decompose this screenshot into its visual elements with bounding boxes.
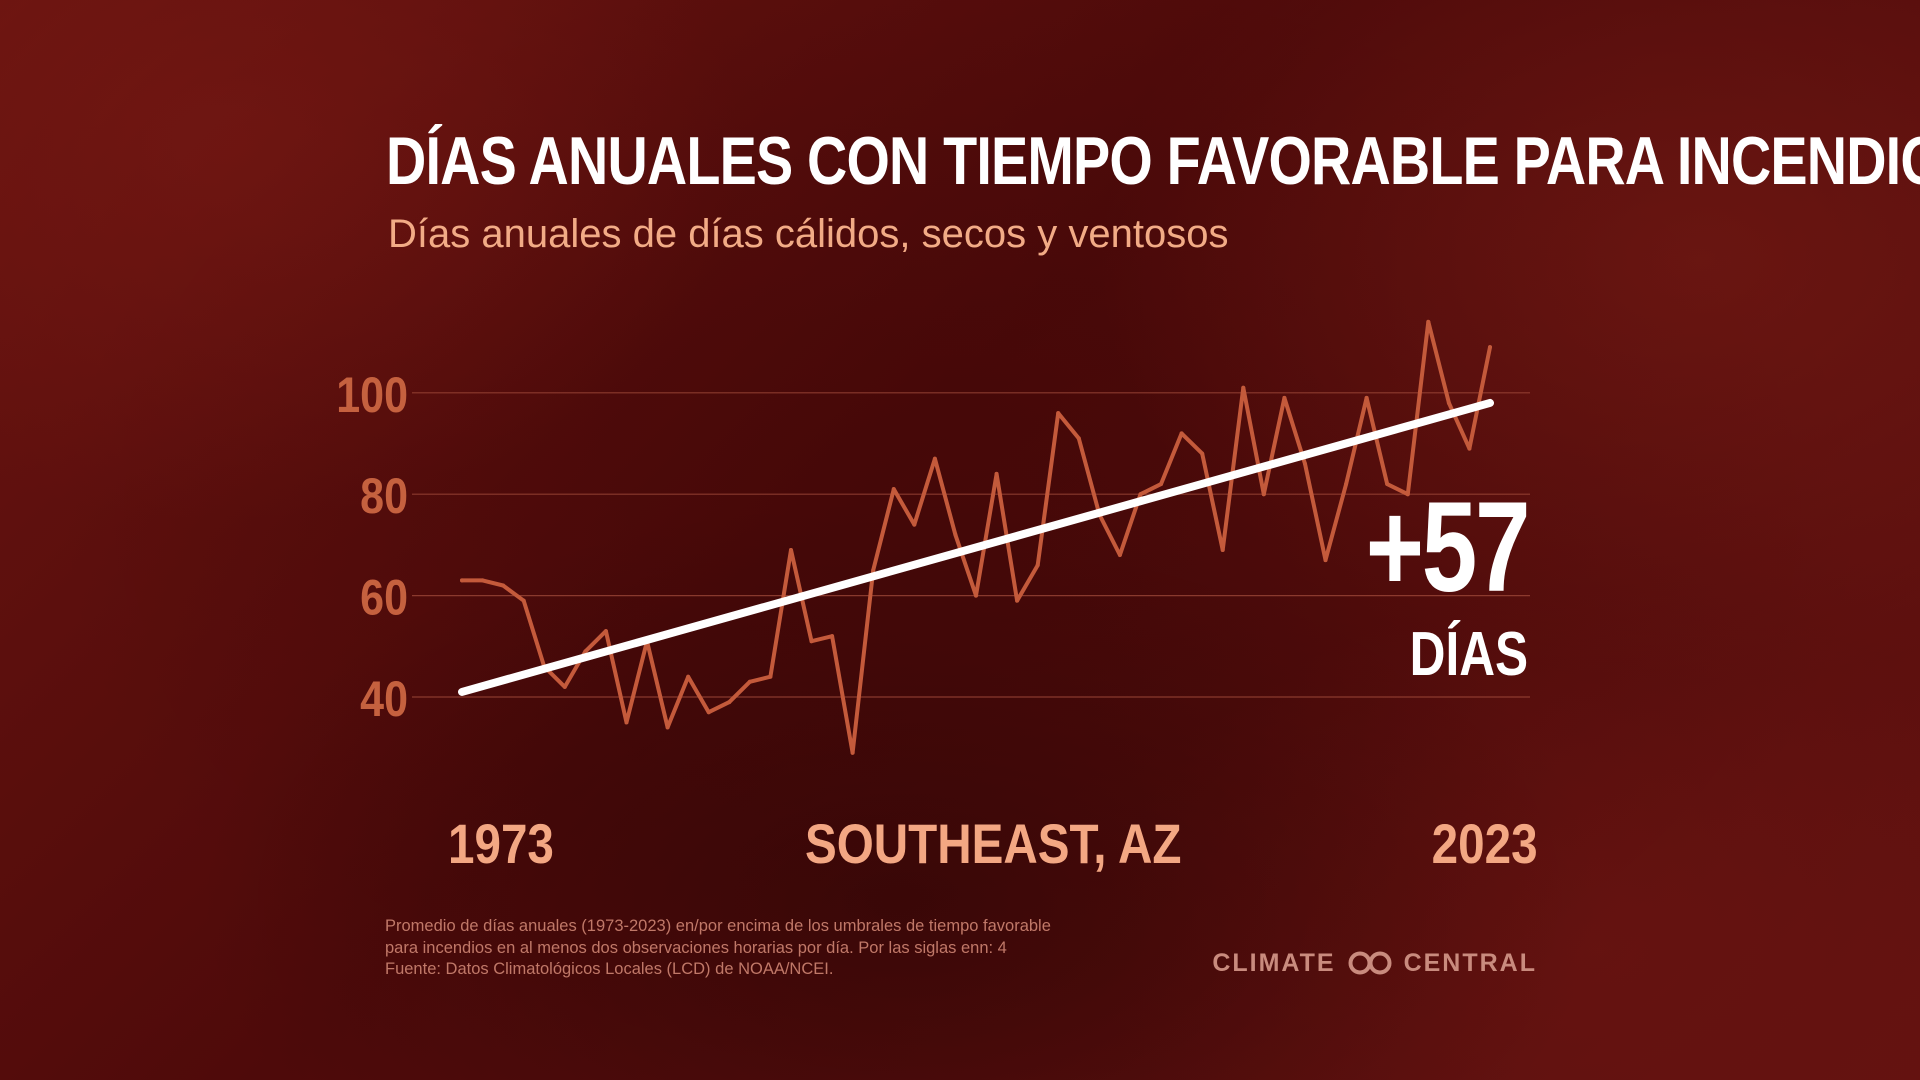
- data-point: [1117, 553, 1122, 558]
- change-unit: DÍAS: [1409, 620, 1528, 689]
- data-point: [686, 674, 691, 679]
- data-point: [1241, 385, 1246, 390]
- footnote: Promedio de días anuales (1973-2023) en/…: [385, 916, 1105, 981]
- logo-text-right: CENTRAL: [1403, 948, 1537, 977]
- data-point: [1323, 558, 1328, 563]
- data-point: [1426, 319, 1431, 324]
- data-point: [583, 649, 588, 654]
- data-point: [830, 634, 835, 639]
- data-point: [953, 532, 958, 537]
- data-point: [1138, 492, 1143, 497]
- data-point: [1302, 461, 1307, 466]
- data-point: [706, 710, 711, 715]
- data-point: [501, 583, 506, 588]
- footnote-line: Promedio de días anuales (1973-2023) en/…: [385, 917, 1051, 935]
- data-point: [624, 720, 629, 725]
- data-point: [480, 578, 485, 583]
- data-point: [932, 456, 937, 461]
- data-point: [1179, 431, 1184, 436]
- x-end-label: 2023: [1432, 812, 1538, 875]
- trend-line: [458, 398, 1494, 696]
- y-tick-label: 60: [360, 570, 408, 626]
- data-point: [1344, 482, 1349, 487]
- data-point: [1159, 482, 1164, 487]
- data-point: [891, 487, 896, 492]
- data-point: [912, 522, 917, 527]
- data-point: [974, 593, 978, 598]
- data-point: [603, 629, 608, 634]
- data-point: [1364, 395, 1369, 400]
- data-point: [871, 568, 876, 573]
- logo-text-left: CLIMATE: [1212, 948, 1336, 977]
- data-point: [521, 598, 526, 603]
- data-point: [1385, 482, 1390, 487]
- data-point: [562, 684, 567, 689]
- annual-days-line: [460, 319, 1492, 755]
- data-point: [1220, 547, 1225, 552]
- data-point: [768, 674, 773, 679]
- climate-central-logo: CLIMATE CENTRAL: [1212, 948, 1537, 978]
- data-point: [747, 679, 752, 684]
- data-point: [665, 725, 670, 730]
- data-point: [1446, 400, 1451, 405]
- data-point: [460, 578, 464, 583]
- data-point: [1405, 492, 1410, 497]
- data-point: [1076, 436, 1081, 441]
- y-tick-label: 40: [360, 671, 408, 727]
- data-point: [1261, 492, 1266, 497]
- data-point: [727, 700, 732, 705]
- footnote-line: para incendios en al menos dos observaci…: [385, 938, 1007, 957]
- data-point: [1282, 395, 1287, 400]
- y-tick-label: 100: [336, 367, 408, 423]
- data-point: [788, 547, 793, 552]
- y-tick-label: 80: [360, 468, 408, 524]
- data-point: [1056, 411, 1061, 416]
- change-value: +57: [1365, 476, 1531, 619]
- chart-subtitle: Días anuales de días cálidos, secos y ve…: [388, 212, 1229, 256]
- data-point: [1035, 563, 1040, 568]
- data-point: [1488, 345, 1492, 350]
- footnote-line: Fuente: Datos Climatológicos Locales (LC…: [385, 960, 834, 978]
- data-point: [809, 639, 814, 644]
- data-point: [850, 750, 855, 755]
- data-point: [1200, 451, 1205, 456]
- infinity-rings-icon: [1348, 951, 1392, 975]
- x-start-label: 1973: [448, 812, 554, 875]
- data-point: [1467, 446, 1472, 451]
- location-label: SOUTHEAST, AZ: [805, 812, 1182, 875]
- data-point: [1015, 598, 1020, 603]
- data-point: [994, 471, 999, 476]
